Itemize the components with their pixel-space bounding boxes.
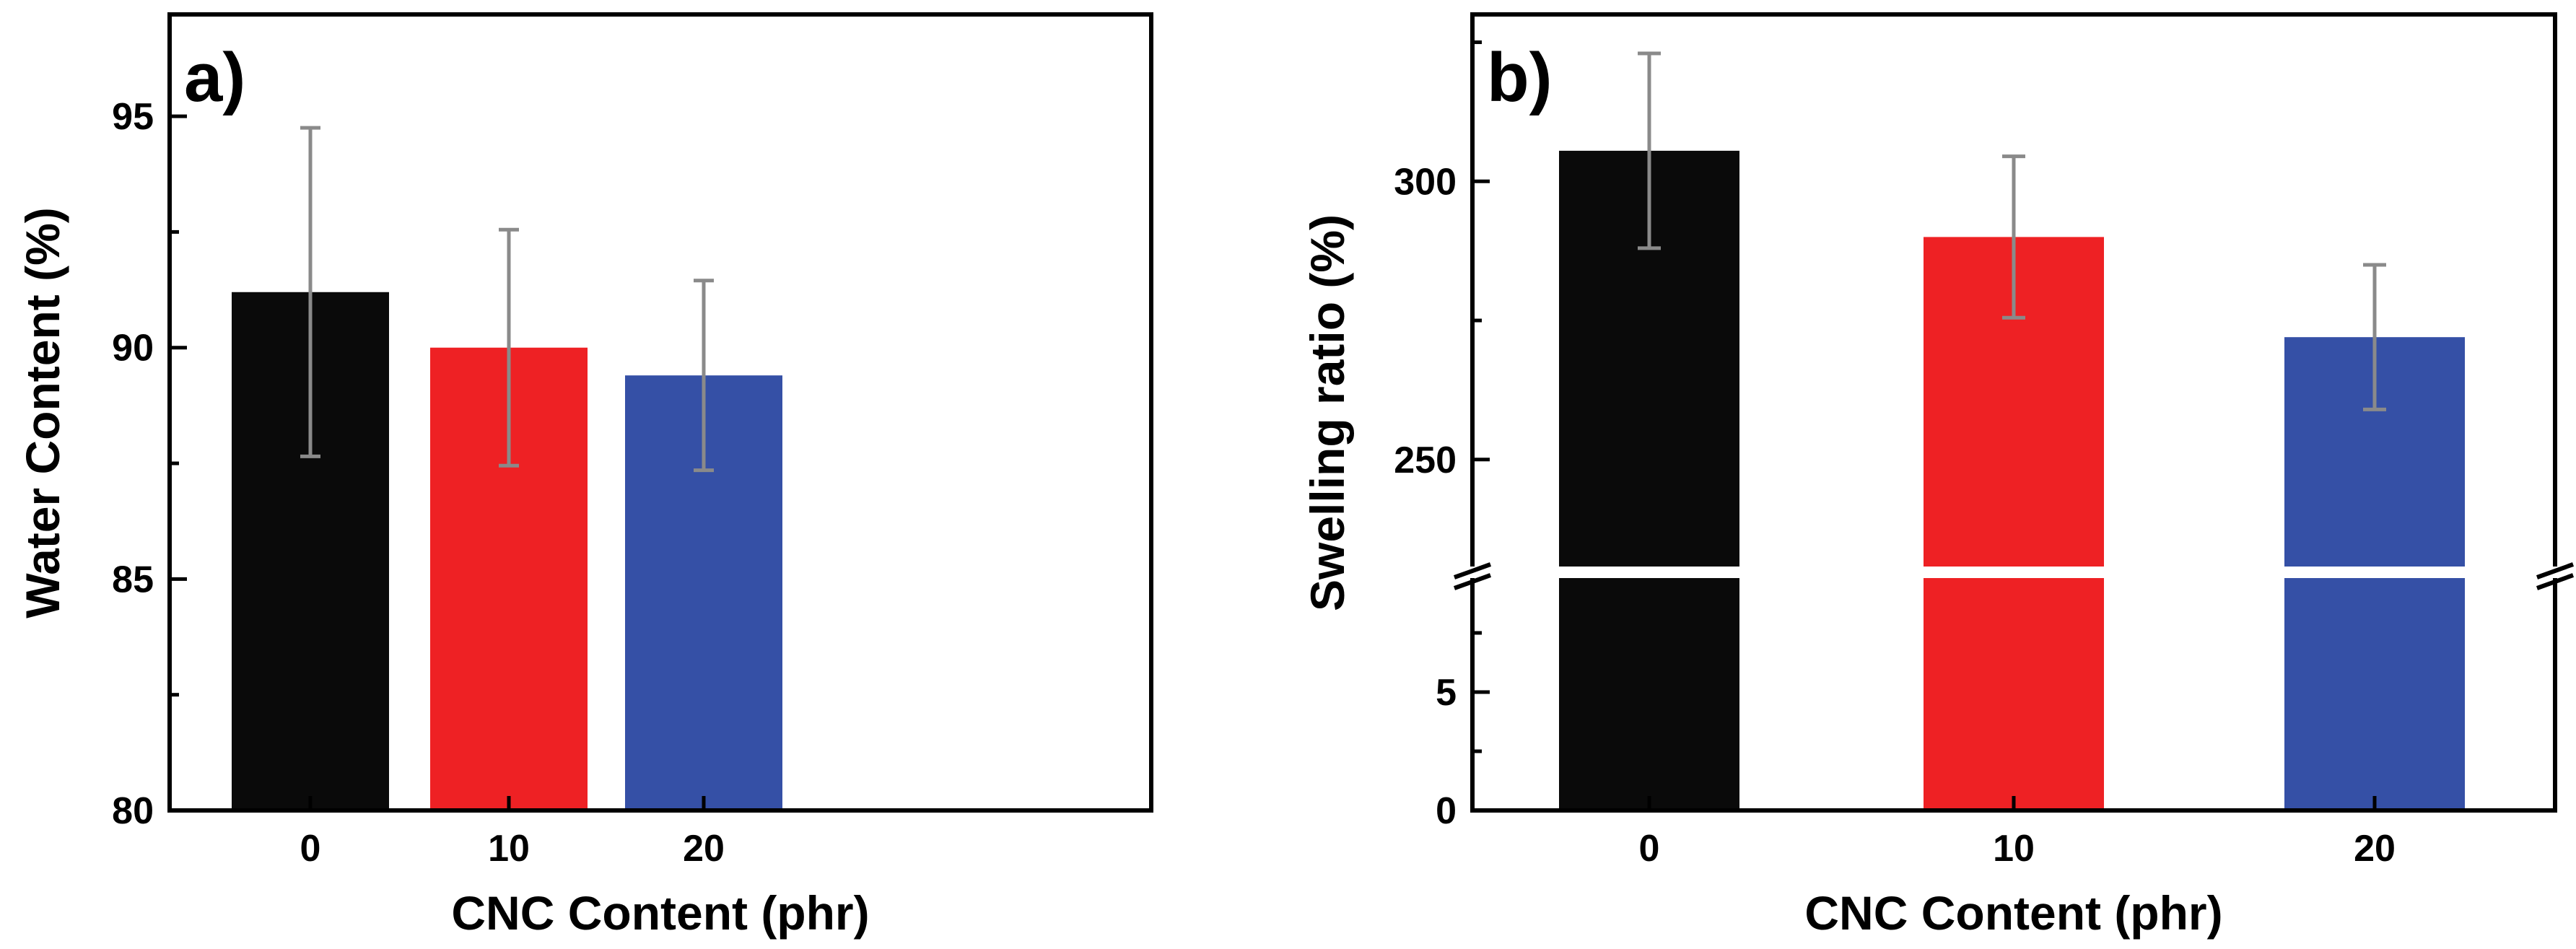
- y-tick-label-a-95: 95: [112, 96, 154, 138]
- x-tick-label-b-20: 20: [2354, 828, 2396, 870]
- bar-b-10: [1924, 237, 2104, 810]
- y-tick-label-a-90: 90: [112, 328, 154, 369]
- panel-b-y-axis-title: Swelling ratio (%): [1301, 214, 1354, 611]
- y-tick-label-a-85: 85: [112, 559, 154, 600]
- x-tick-label-a-0: 0: [300, 828, 321, 870]
- y-tick-label-b-5: 5: [1436, 672, 1457, 714]
- x-tick-label-b-0: 0: [1639, 828, 1660, 870]
- panel-b-x-axis-title: CNC Content (phr): [1804, 886, 2222, 940]
- y-tick-label-b-250: 250: [1394, 439, 1457, 481]
- panel-a-water-content: 0 10 20 80 85 90 95 a) Water Content (%) CNC C…: [16, 12, 1153, 940]
- panel-b-label: b): [1487, 39, 1553, 116]
- bar-b-0: [1559, 150, 1739, 810]
- axis-break-mark-left: [1453, 562, 1492, 590]
- panel-a-y-axis-title: Water Content (%): [16, 207, 69, 618]
- panel-a-frame: [167, 12, 1153, 813]
- axis-break-gap: [1444, 567, 2570, 578]
- panel-b-swelling-ratio: 0 10 20 250 300 0 5 b) Swelling ratio (%) CNC …: [1301, 12, 2575, 940]
- y-tick-label-a-80: 80: [112, 790, 154, 832]
- panel-a-label: a): [184, 39, 245, 116]
- x-tick-label-a-10: 10: [488, 828, 530, 870]
- x-tick-label-a-20: 20: [683, 828, 725, 870]
- x-tick-label-b-10: 10: [1993, 828, 2035, 870]
- axis-break-mark-right: [2536, 562, 2575, 590]
- panel-a-x-axis-title: CNC Content (phr): [451, 886, 869, 940]
- y-tick-label-b-0: 0: [1436, 790, 1457, 832]
- y-tick-label-b-300: 300: [1394, 161, 1457, 203]
